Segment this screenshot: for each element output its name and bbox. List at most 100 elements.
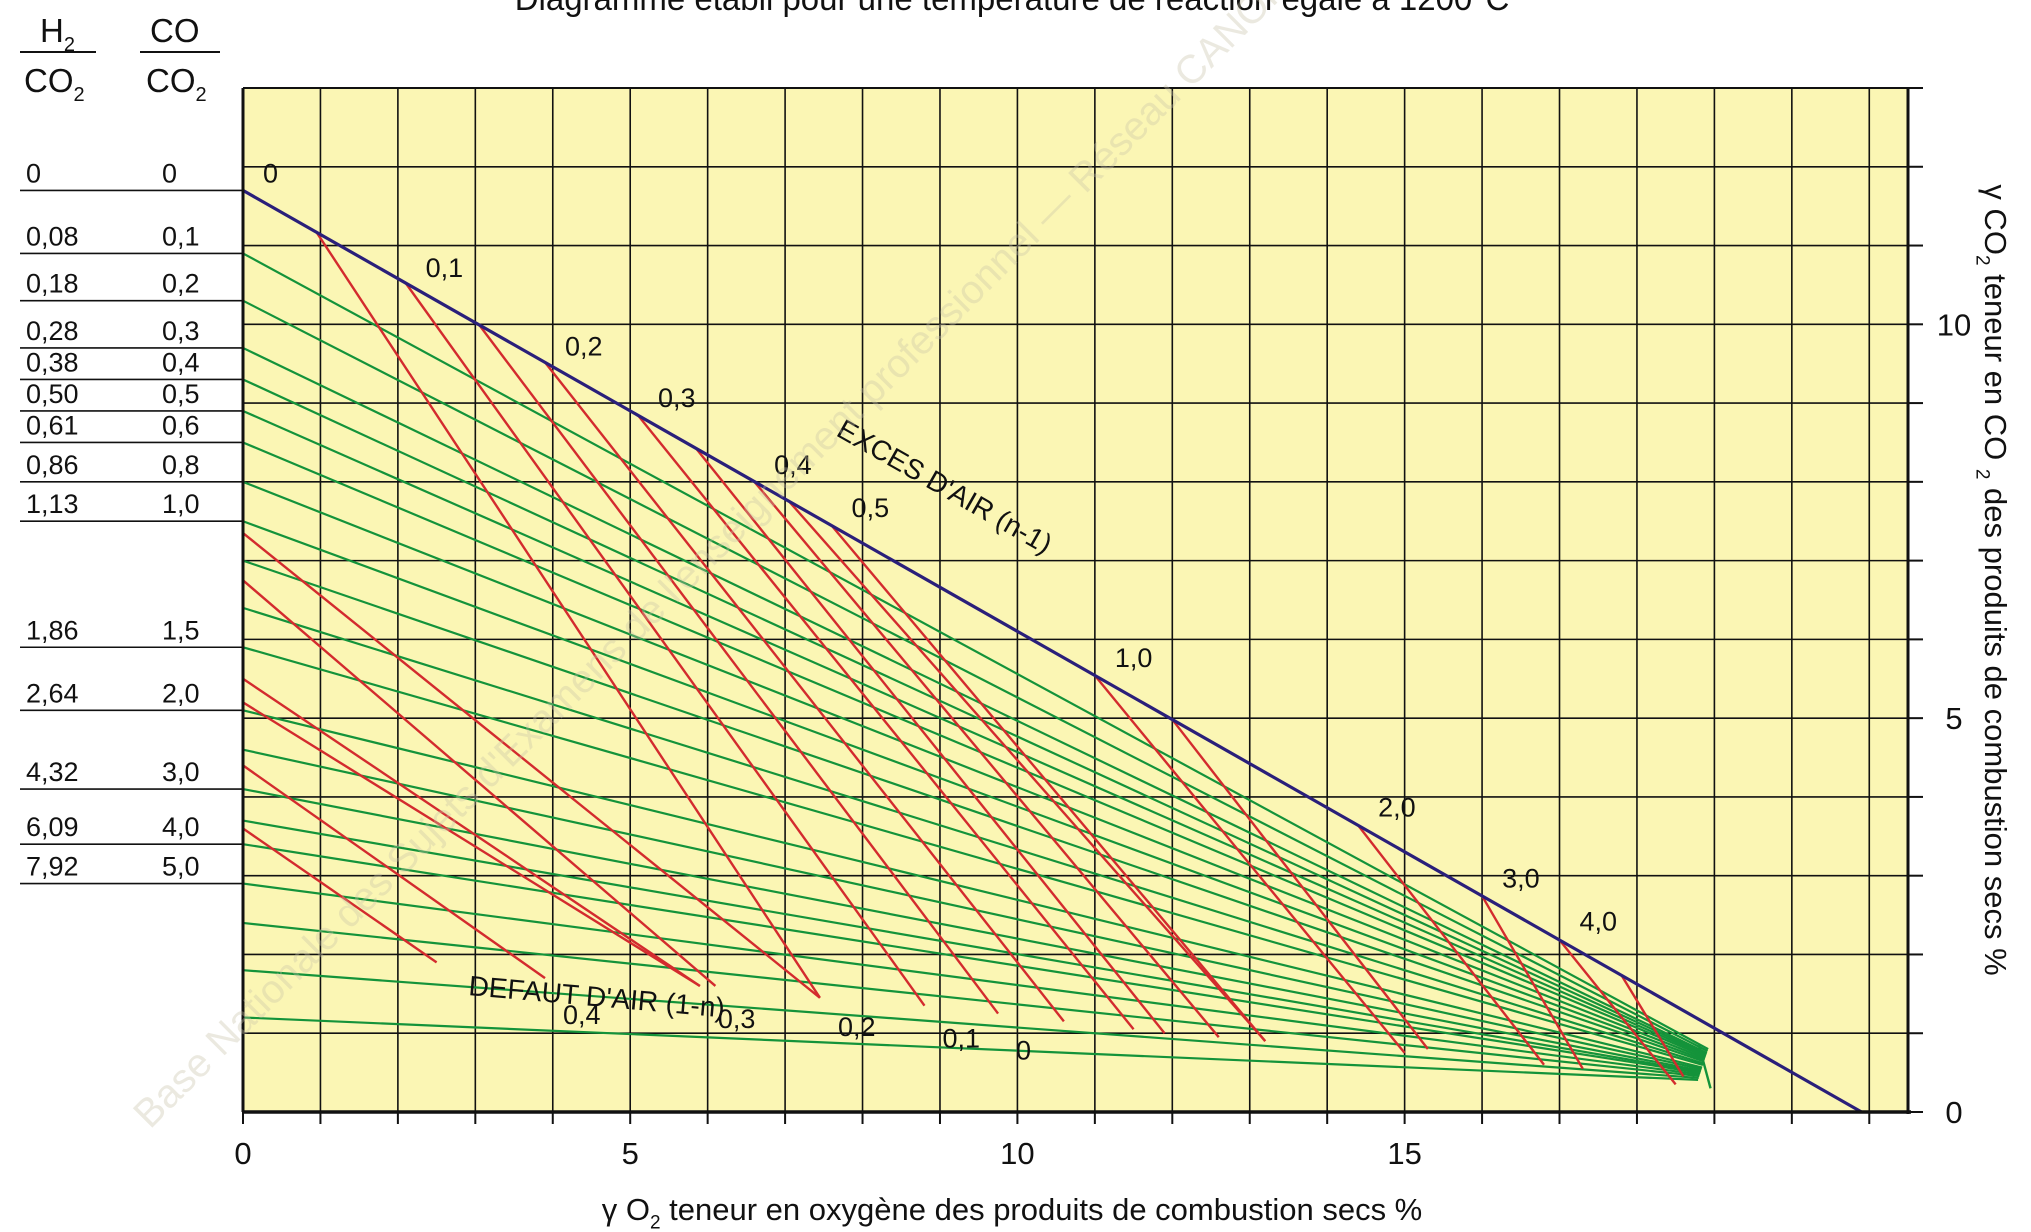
- iso-ratio-line: [242, 441, 1707, 1058]
- excess-air-value-label: 2,0: [1378, 792, 1416, 822]
- iso-ratio-line: [242, 819, 1701, 1074]
- ratio-h2-value: 0,08: [26, 221, 79, 251]
- excess-air-value-label: 0,5: [852, 493, 890, 523]
- ratio-co-value: 0,6: [162, 410, 200, 440]
- y-tick-label: 0: [1945, 1095, 1962, 1130]
- y-axis-label: γ CO2 teneur en CO 2 des produits de com…: [1971, 184, 2013, 975]
- deficit-air-value-label: 0,3: [718, 1004, 756, 1034]
- iso-ratio-line: [242, 480, 1706, 1060]
- iso-excess-air-line: [753, 480, 1220, 1038]
- iso-ratio-line: [242, 346, 1708, 1054]
- excess-air-value-label: 1,0: [1115, 643, 1153, 673]
- ratio-h2-value: 1,13: [26, 489, 79, 519]
- iso-excess-air-line: [478, 324, 1000, 1015]
- ratio-co-value: 0,2: [162, 269, 200, 299]
- x-tick-label: 0: [234, 1136, 251, 1171]
- iso-excess-air-line: [788, 500, 1267, 1042]
- iso-excess-air-line: [1093, 674, 1406, 1054]
- iso-deficit-air-line: [242, 764, 546, 980]
- deficit-air-value-label: 0,4: [563, 1000, 601, 1030]
- ratio-co-value: 5,0: [162, 852, 200, 882]
- ratio-header-co-numerator: CO: [150, 12, 200, 49]
- iso-deficit-air-line: [242, 579, 717, 987]
- excess-air-value-label: 0,4: [774, 450, 812, 480]
- ratio-h2-value: 0,28: [26, 316, 79, 346]
- iso-ratio-line: [242, 252, 1709, 1051]
- iso-excess-air-line: [1357, 824, 1545, 1066]
- ratio-h2-value: 0,61: [26, 410, 79, 440]
- deficit-air-value-label: 0,2: [838, 1012, 876, 1042]
- iso-excess-air-line: [695, 447, 1166, 1034]
- iso-excess-air-line: [1558, 939, 1677, 1086]
- x-tick-label: 5: [622, 1136, 639, 1171]
- ratio-co-value: 1,5: [162, 615, 200, 645]
- x-tick-label: 10: [1000, 1136, 1034, 1171]
- iso-excess-air-line: [404, 282, 926, 1007]
- ratio-h2-value: 0,18: [26, 269, 79, 299]
- iso-ratio-line: [242, 1016, 1699, 1081]
- iso-excess-air-line: [1620, 974, 1685, 1078]
- iso-ratio-line: [242, 969, 1699, 1080]
- iso-ratio-line: [242, 299, 1709, 1053]
- ratio-co-value: 0: [162, 158, 177, 188]
- ratio-header-h2-denominator: CO2: [24, 62, 85, 106]
- iso-deficit-air-line: [242, 677, 701, 987]
- ratio-header-co-denominator: CO2: [146, 62, 207, 106]
- iso-ratio-line: [242, 520, 1705, 1061]
- deficit-air-value-label: 0,1: [942, 1024, 980, 1054]
- plot-area: [243, 88, 1908, 1112]
- x-tick-label: 15: [1387, 1136, 1421, 1171]
- iso-excess-air-line: [637, 414, 1135, 1031]
- ratio-co-value: 0,3: [162, 316, 200, 346]
- excess-air-line: [242, 189, 1863, 1114]
- iso-excess-air-line: [1481, 895, 1584, 1070]
- ratio-h2-value: 2,64: [26, 678, 79, 708]
- iso-ratio-line: [242, 843, 1701, 1074]
- convergence-mark: [1697, 1044, 1712, 1089]
- iso-ratio-line: [242, 709, 1703, 1069]
- ratio-h2-value: 0,86: [26, 450, 79, 480]
- ratio-co-value: 0,4: [162, 347, 200, 377]
- excess-air-value-label: 0: [263, 158, 278, 188]
- iso-ratio-line: [242, 787, 1702, 1072]
- iso-ratio-line: [242, 748, 1702, 1071]
- iso-excess-air-line: [1171, 718, 1429, 1050]
- excess-air-value-label: 0,2: [565, 332, 603, 362]
- iso-excess-air-line: [315, 231, 821, 999]
- x-axis-label: γ O2 teneur en oxygène des produits de c…: [602, 1192, 1423, 1232]
- ratio-h2-value: 6,09: [26, 812, 79, 842]
- ratio-co-value: 2,0: [162, 678, 200, 708]
- excess-air-value-label: 3,0: [1502, 863, 1540, 893]
- y-tick-label: 5: [1945, 701, 1962, 736]
- ratio-co-value: 4,0: [162, 812, 200, 842]
- ratio-h2-value: 1,86: [26, 615, 79, 645]
- iso-ratio-line: [242, 606, 1704, 1065]
- iso-excess-air-line: [544, 361, 1065, 1023]
- ratio-co-value: 1,0: [162, 489, 200, 519]
- ratio-h2-value: 4,32: [26, 757, 79, 787]
- ratio-h2-value: 0,38: [26, 347, 79, 377]
- iso-ratio-line: [242, 409, 1707, 1057]
- iso-ratio-line: [242, 921, 1700, 1078]
- ratio-co-value: 3,0: [162, 757, 200, 787]
- ratio-header-h2-numerator: H2: [40, 12, 75, 56]
- iso-ratio-line: [242, 559, 1705, 1063]
- ratio-h2-value: 0: [26, 158, 41, 188]
- ratio-co-value: 0,5: [162, 379, 200, 409]
- excess-air-value-label: 4,0: [1580, 907, 1618, 937]
- ratio-h2-value: 7,92: [26, 852, 79, 882]
- excess-air-value-label: 0,1: [426, 253, 464, 283]
- iso-deficit-air-line: [242, 532, 821, 999]
- ratio-co-value: 0,1: [162, 221, 200, 251]
- excess-air-value-label: 0,3: [658, 383, 696, 413]
- iso-ratio-line: [242, 646, 1704, 1067]
- chart-title: Diagramme établi pour une température de…: [515, 0, 1510, 17]
- deficit-air-value-label: 0: [1016, 1035, 1031, 1065]
- iso-deficit-air-line: [242, 701, 701, 987]
- y-tick-label: 10: [1937, 307, 1971, 342]
- iso-deficit-air-line: [242, 827, 438, 964]
- iso-excess-air-line: [830, 524, 1267, 1042]
- ratio-h2-value: 0,50: [26, 379, 79, 409]
- ratio-co-value: 0,8: [162, 450, 200, 480]
